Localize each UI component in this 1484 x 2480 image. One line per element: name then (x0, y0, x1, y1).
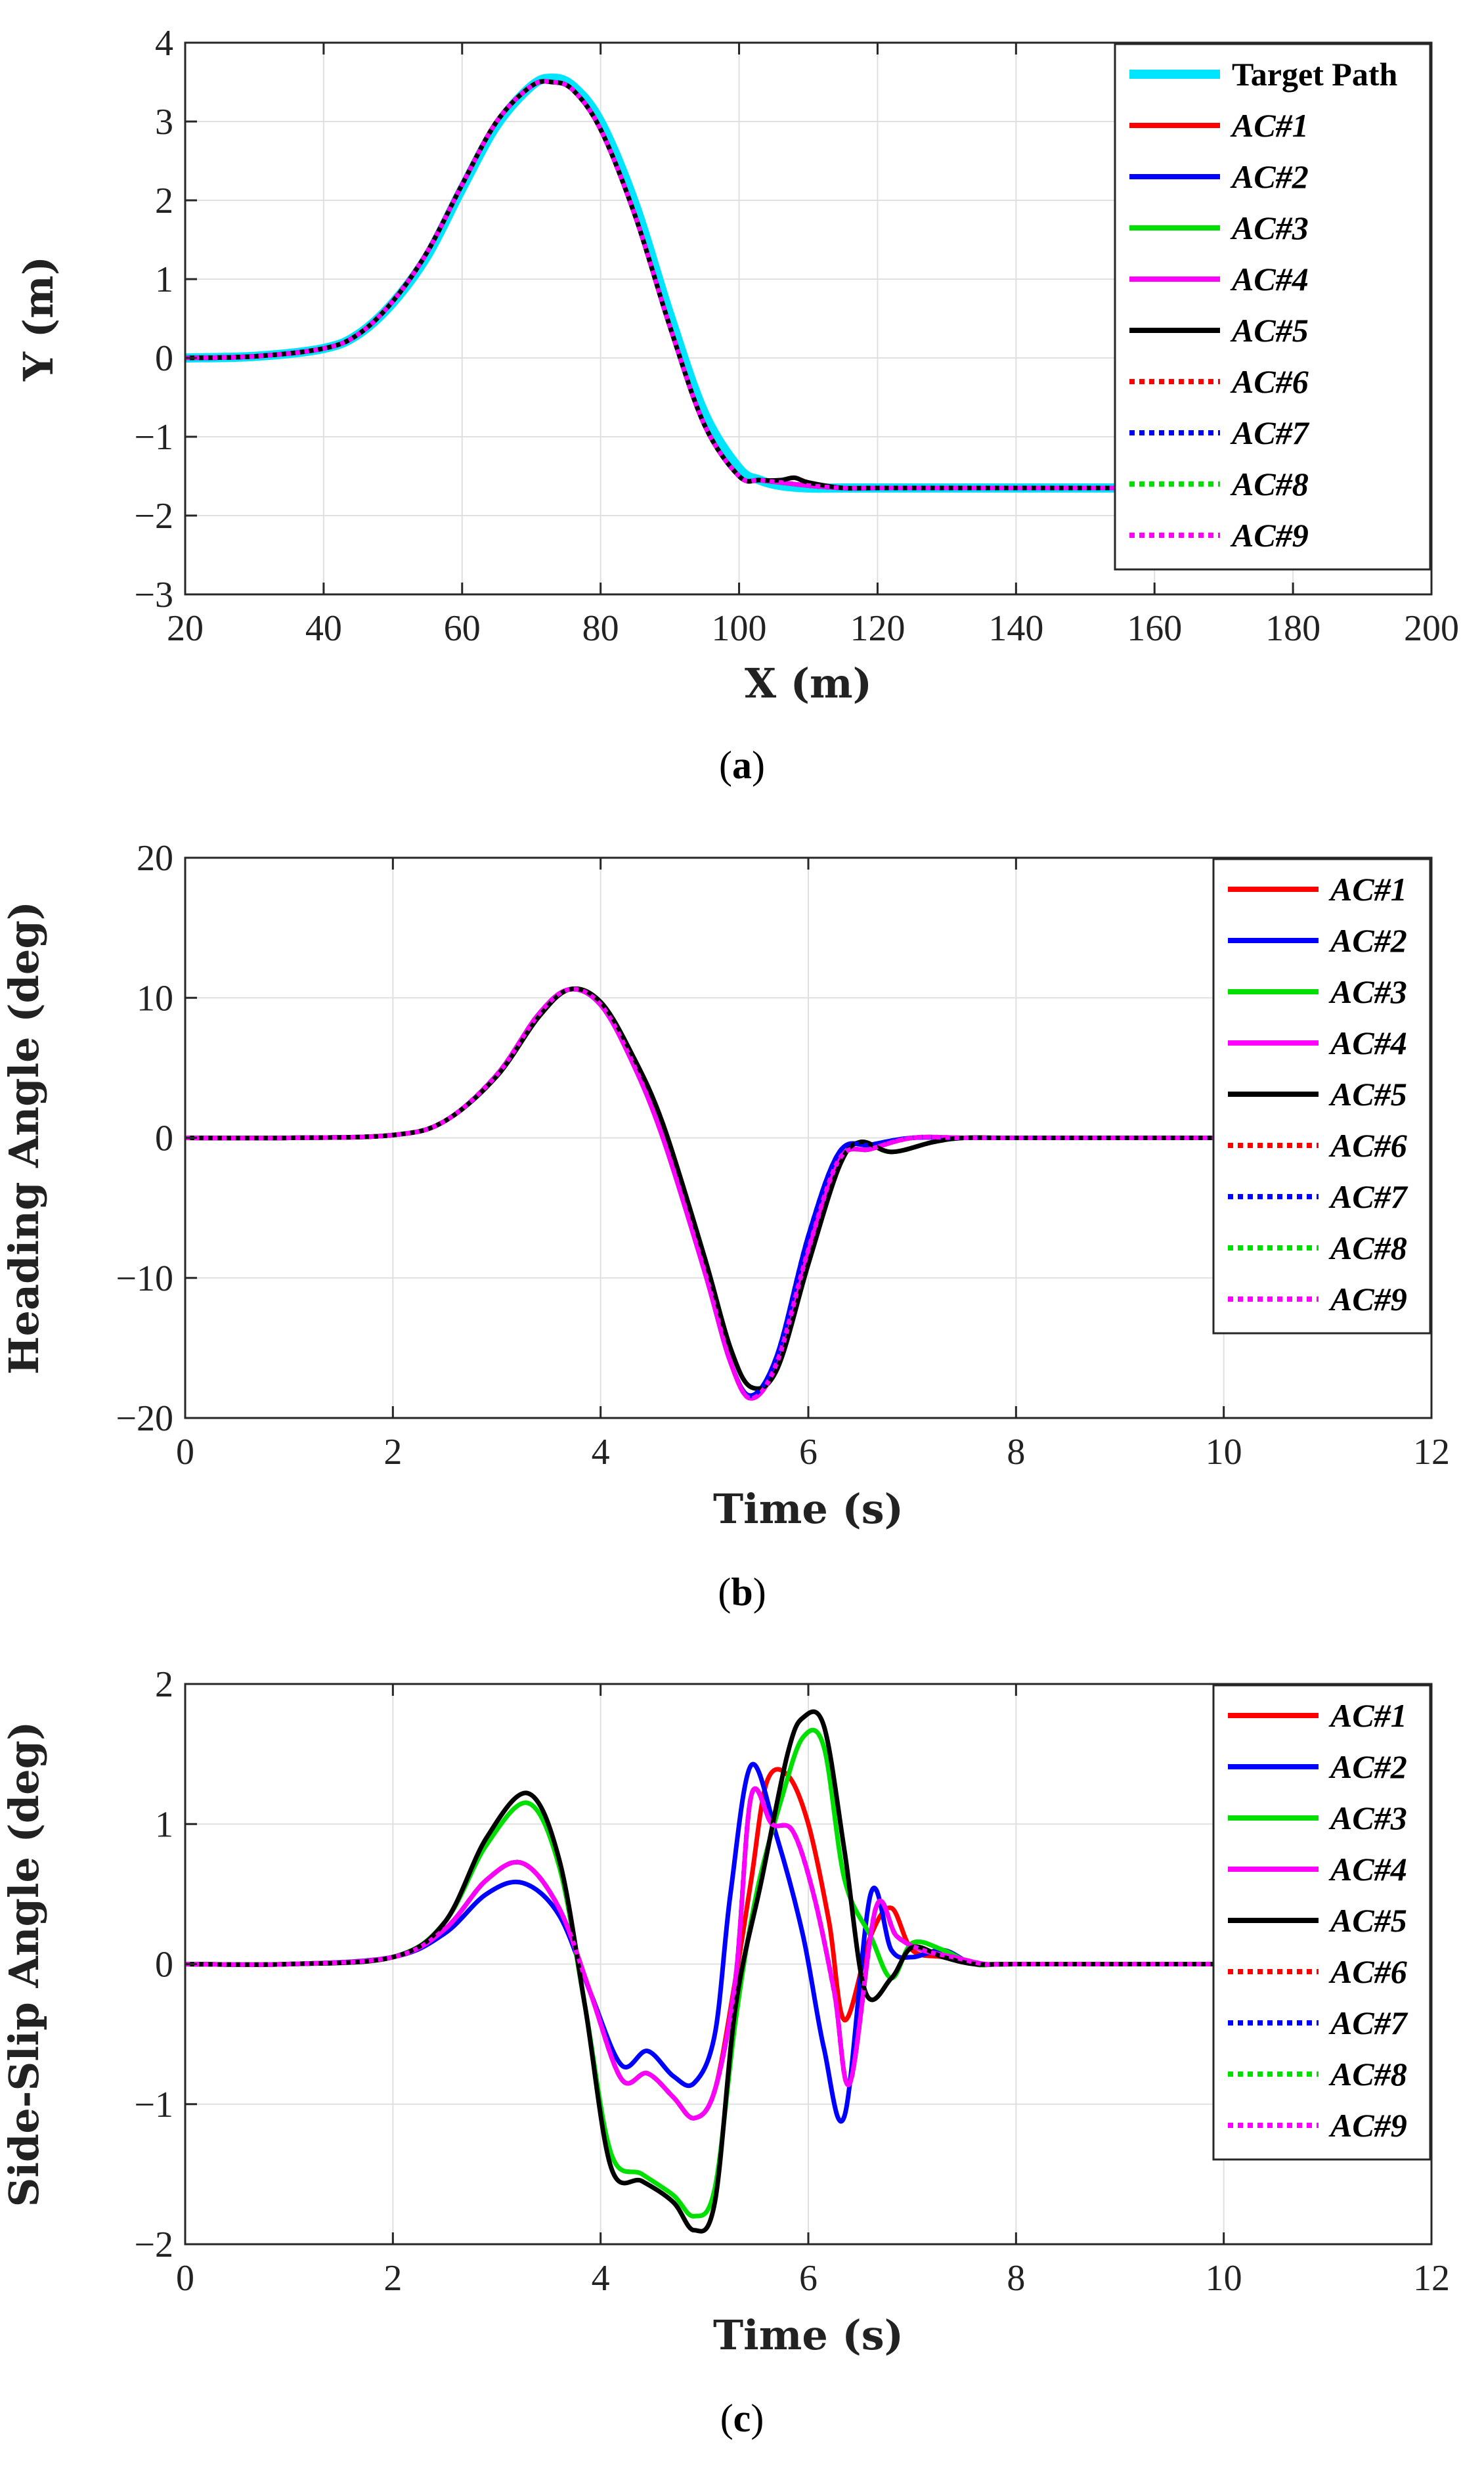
y-tick-label: 1 (155, 259, 173, 300)
x-tick-label: 160 (1127, 608, 1182, 649)
figure-panel-b: 0 2 4 6 8 10 12 −20 −10 0 10 20 Time (s) Heading Angl… (0, 827, 1484, 1653)
legend-label: AC#5 (1328, 1076, 1407, 1113)
y-tick-label: −1 (134, 417, 173, 458)
legend-label: AC#8 (1328, 2056, 1407, 2092)
x-tick-label: 2 (383, 2258, 402, 2299)
chart-b: 0 2 4 6 8 10 12 −20 −10 0 10 20 Time (s) Heading Angl… (0, 838, 1450, 1614)
series-line-ac-5 (185, 1709, 1227, 2234)
x-tick-label: 140 (988, 608, 1043, 649)
legend-label: AC#5 (1230, 312, 1309, 349)
x-tick-label: 80 (582, 608, 619, 649)
x-axis-label: X (m) (745, 659, 872, 707)
y-tick-label: 0 (155, 1118, 173, 1159)
legend-label: AC#6 (1230, 363, 1309, 400)
figure-caption: (a) (719, 743, 765, 787)
legend-label: AC#9 (1328, 2107, 1407, 2144)
legend-label: AC#6 (1328, 1127, 1407, 1164)
y-tick-label: 0 (155, 338, 173, 379)
series-group (185, 74, 1431, 493)
figure-panel-a: 20 40 60 80 100 120 140 160 180 200 −3 −2 −1 0 1 2 3 4 X (… (0, 0, 1484, 827)
y-tick-label: 0 (155, 1945, 173, 1985)
legend-label: AC#9 (1230, 517, 1309, 554)
x-tick-label: 12 (1413, 2258, 1450, 2299)
axes-frame (184, 41, 1433, 596)
x-tick-label: 20 (167, 608, 204, 649)
legend-label: AC#7 (1328, 1178, 1408, 1215)
legend-label: AC#8 (1328, 1229, 1407, 1266)
y-tick-label: 20 (137, 838, 173, 879)
series-line-ac-9 (185, 1786, 1224, 2121)
legend-label: AC#4 (1328, 1025, 1407, 1061)
y-tick-label: −1 (134, 2085, 173, 2125)
x-tick-label: 180 (1265, 608, 1320, 649)
y-tick-label: 10 (137, 978, 173, 1019)
x-tick-label: 120 (850, 608, 905, 649)
legend-label: AC#6 (1328, 1953, 1407, 1990)
y-axis-label: Heading Angle (deg) (0, 901, 48, 1375)
legend-box (1114, 43, 1431, 571)
y-axis-label: Side-Slip Angle (deg) (0, 1721, 48, 2207)
legend-label: AC#1 (1328, 871, 1407, 908)
legend-label: AC#2 (1328, 1748, 1407, 1785)
legend-label: Target Path (1232, 56, 1397, 93)
legend-label: AC#1 (1230, 107, 1309, 144)
series-line-ac-9 (185, 79, 1294, 491)
x-tick-label: 40 (305, 608, 342, 649)
x-tick-label: 2 (383, 1432, 402, 1472)
y-tick-label: 1 (155, 1804, 173, 1845)
x-tick-label: 4 (592, 2258, 610, 2299)
x-tick-label: 6 (799, 1432, 818, 1472)
x-axis-label: Time (s) (713, 1485, 904, 1533)
x-tick-label: 10 (1206, 2258, 1242, 2299)
y-axis-label: Y (m) (14, 256, 62, 382)
legend-label: AC#7 (1230, 414, 1310, 451)
x-tick-label: 12 (1413, 1432, 1450, 1472)
y-tick-label: 4 (155, 23, 173, 64)
legend-label: AC#2 (1328, 922, 1407, 959)
x-tick-label: 0 (176, 2258, 194, 2299)
legend: AC#1 AC#2 AC#3 AC#4 AC#5 AC#6 AC#7 AC#8 AC#9 (1212, 858, 1431, 1335)
x-tick-label: 4 (592, 1432, 610, 1472)
x-tick-label: 0 (176, 1432, 194, 1472)
x-tick-label: 60 (444, 608, 481, 649)
x-tick-label: 200 (1404, 608, 1459, 649)
legend-label: AC#3 (1328, 1800, 1407, 1836)
legend-label: AC#2 (1230, 158, 1309, 195)
x-tick-label: 6 (799, 2258, 818, 2299)
y-tick-label: 2 (155, 181, 173, 221)
figure-caption: (c) (720, 2397, 764, 2440)
legend-label: AC#9 (1328, 1281, 1407, 1318)
y-tick-label: −3 (134, 575, 173, 615)
y-tick-label: −2 (134, 496, 173, 537)
legend-label: AC#1 (1328, 1697, 1407, 1734)
legend-label: AC#3 (1328, 973, 1407, 1010)
legend-label: AC#7 (1328, 2004, 1408, 2041)
legend: AC#1 AC#2 AC#3 AC#4 AC#5 AC#6 AC#7 AC#8 AC#9 (1212, 1684, 1431, 2161)
x-tick-label: 10 (1206, 1432, 1242, 1472)
series-line-ac-9 (185, 986, 1224, 1401)
figure-caption: (b) (718, 1570, 766, 1614)
x-tick-label: 8 (1007, 2258, 1025, 2299)
y-tick-label: −20 (116, 1398, 173, 1439)
legend-label: AC#8 (1230, 466, 1309, 502)
legend-label: AC#4 (1328, 1851, 1407, 1888)
series-group (185, 1709, 1227, 2234)
y-tick-label: 2 (155, 1664, 173, 1705)
chart-a: 20 40 60 80 100 120 140 160 180 200 −3 −2 −1 0 1 2 3 4 X (… (14, 23, 1459, 787)
y-tick-label: −2 (134, 2225, 173, 2265)
figure-panel-c: 0 2 4 6 8 10 12 −2 −1 0 1 2 Time (s) Side-Slip Angle … (0, 1653, 1484, 2480)
legend-label: AC#5 (1328, 1902, 1407, 1939)
series-group (185, 986, 1227, 1401)
legend-label: AC#3 (1230, 210, 1309, 246)
x-tick-label: 100 (712, 608, 767, 649)
legend-label: AC#4 (1230, 261, 1309, 298)
x-tick-label: 8 (1007, 1432, 1025, 1472)
x-axis-label: Time (s) (713, 2311, 904, 2359)
y-tick-label: 3 (155, 102, 173, 143)
y-tick-label: −10 (116, 1258, 173, 1299)
legend: Target Path AC#1 AC#2 AC#3 AC#4 AC#5 AC#6 AC#7 A… (1114, 43, 1431, 571)
series-line-ac-5 (185, 986, 1227, 1391)
